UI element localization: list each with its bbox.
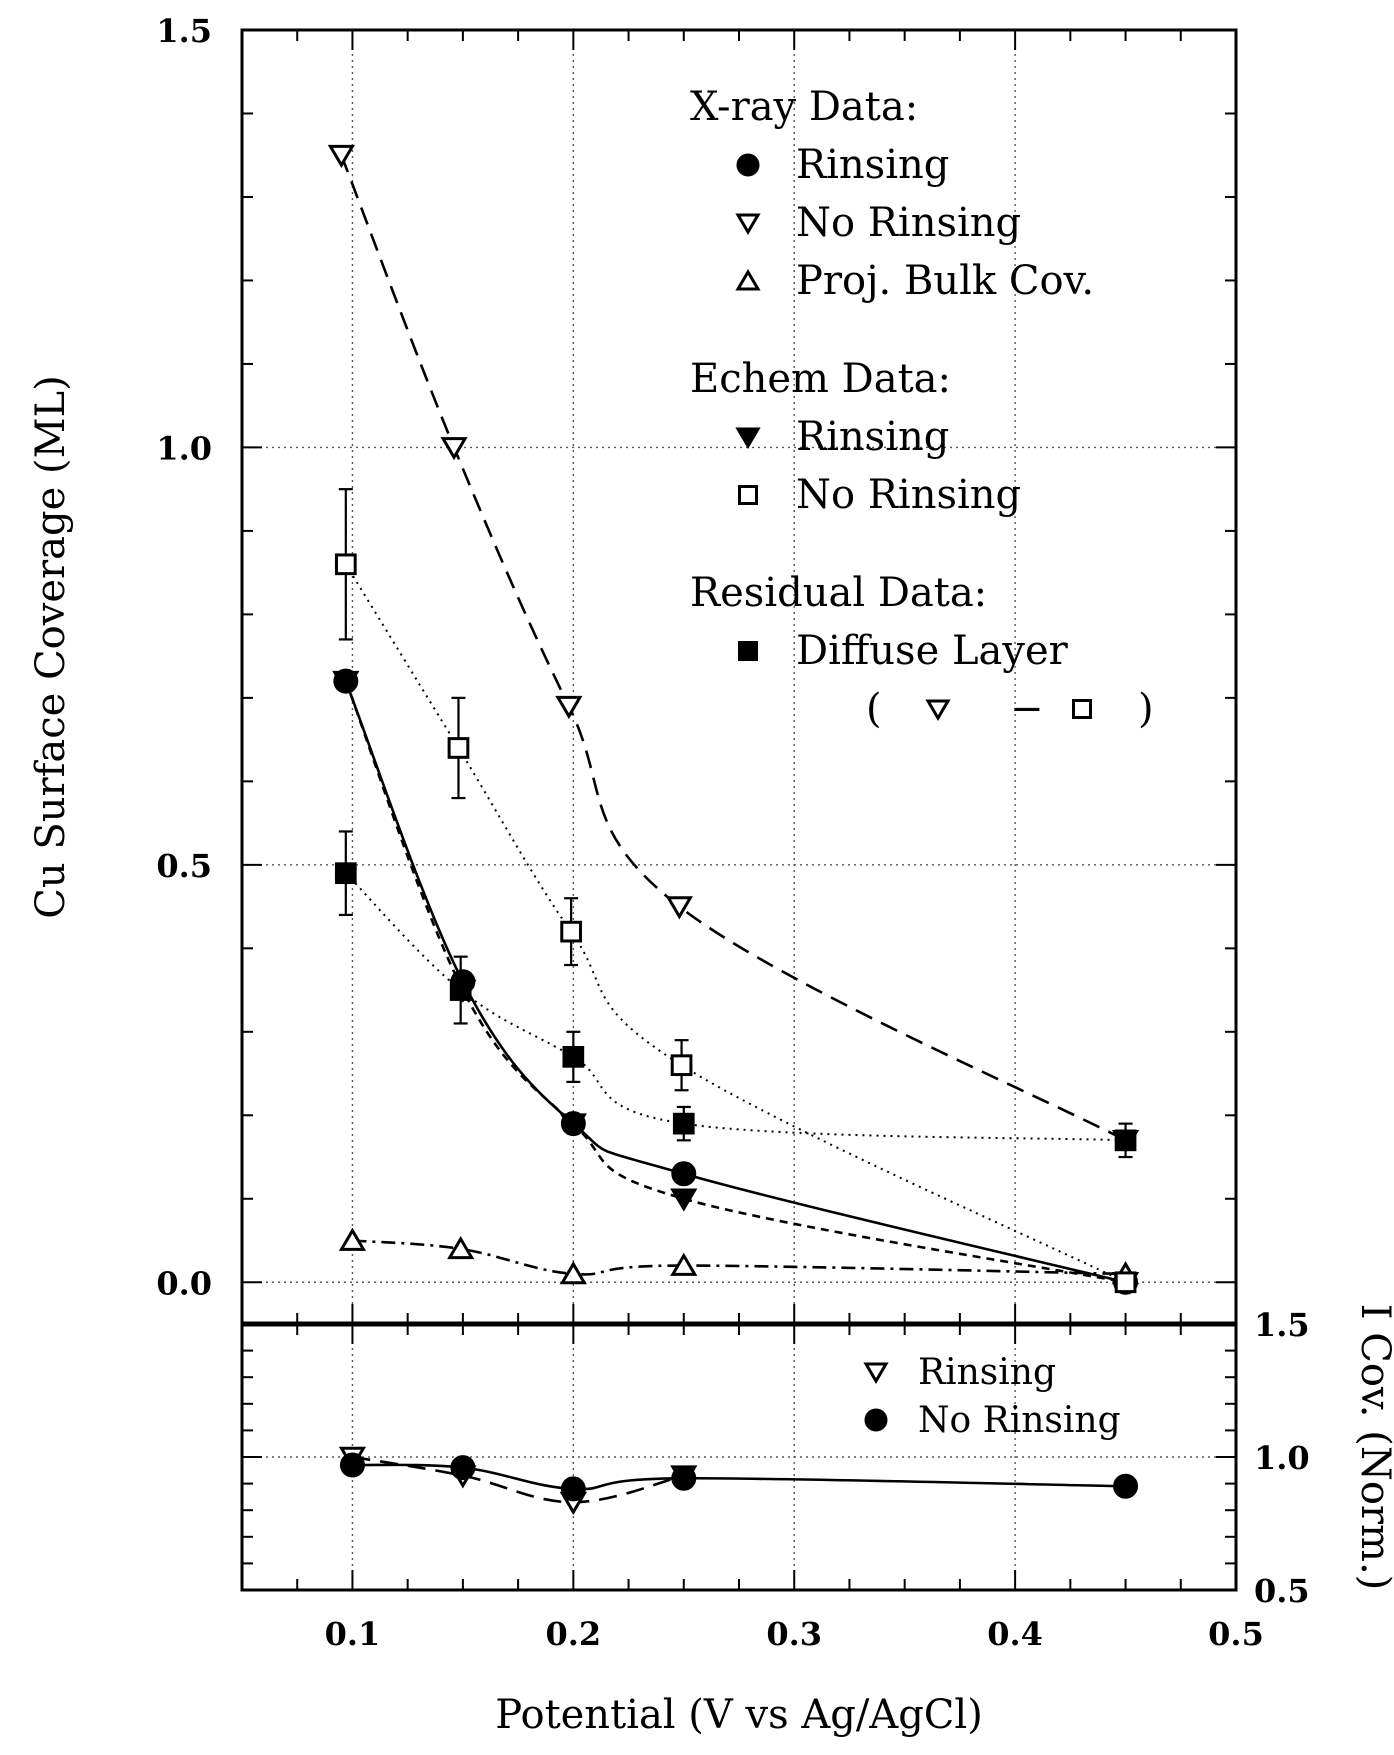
legend-marker-open-up-triangle [735, 269, 761, 291]
data-point-open-square [670, 1054, 693, 1077]
data-point-open-down-triangle [555, 695, 583, 720]
data-point-filled-down-triangle [670, 1188, 698, 1212]
data-point-open-up-triangle [447, 1236, 475, 1260]
bottom-y-tick-label: 0.5 [1254, 1572, 1310, 1610]
legend-marker-filled-circle [864, 1408, 888, 1432]
data-point-filled-circle [339, 1452, 365, 1478]
legend-marker-filled-circle [736, 153, 760, 177]
data-point-open-square [447, 737, 470, 759]
legend-label: Proj. Bulk Cov. [796, 258, 1094, 304]
axis-tick-labels: 0.0 0.5 1.0 1.5 0.5 1.0 1.5 0.1 0.2 0.3 0.4 0.5 [156, 12, 1309, 1653]
data-point-filled-circle [1113, 1473, 1139, 1499]
top-series-line-1 [340, 154, 1127, 1142]
bottom-series-markers [338, 1446, 1139, 1516]
legend-heading: Residual Data: [690, 570, 987, 616]
data-point-open-down-triangle [440, 437, 468, 461]
legend-formula-minus: − [1010, 686, 1044, 732]
top-series-line-4 [344, 563, 1126, 1284]
legend-formula-down-triangle [925, 699, 951, 721]
legend-label: Rinsing [918, 1352, 1056, 1393]
legend-marker-open-down-triangle [863, 1362, 889, 1384]
data-point-filled-square [334, 862, 357, 885]
data-point-filled-circle [671, 1161, 697, 1187]
x-tick-label: 0.5 [1208, 1615, 1264, 1653]
top-series-line-5 [345, 872, 1126, 1142]
legend-label: Diffuse Layer [796, 628, 1069, 674]
top-plot-frame [240, 28, 1238, 1326]
axis-ticks [241, 29, 1237, 1591]
data-point-filled-circle [671, 1465, 697, 1491]
legends: X-ray Data: Rinsing No Rinsing Proj. Bulk C… [690, 84, 1154, 1441]
legend-marker-open-down-triangle [735, 213, 761, 235]
bottom-series-line-0 [352, 1455, 685, 1504]
legend-label: No Rinsing [796, 200, 1021, 246]
data-point-filled-down-triangle [332, 670, 360, 695]
legend-label: Rinsing [796, 142, 949, 188]
legend-label: No Rinsing [796, 472, 1021, 518]
data-point-open-square [560, 920, 582, 943]
top-series-line-2 [352, 1239, 1126, 1276]
data-point-filled-down-triangle [559, 1113, 587, 1137]
legend-label: Rinsing [796, 414, 949, 460]
data-point-filled-square [449, 979, 472, 1001]
x-tick-label: 0.4 [987, 1615, 1043, 1653]
legend-marker-filled-down-triangle [735, 427, 761, 449]
legend-label: No Rinsing [918, 1400, 1121, 1441]
axis-titles: Cu Surface Coverage (ML) I Cov. (Norm.) Po… [28, 375, 1394, 1738]
data-point-open-down-triangle [665, 896, 693, 920]
bottom-plot-frame [240, 1322, 1238, 1592]
data-point-filled-square [1114, 1129, 1137, 1152]
top-y-tick-label: 1.5 [156, 12, 212, 50]
legend-formula-open-paren: ( [866, 686, 882, 732]
bottom-y-tick-label: 1.0 [1254, 1439, 1310, 1477]
bottom-grid [242, 1323, 1237, 1591]
data-point-filled-circle [560, 1476, 586, 1502]
data-point-open-up-triangle [670, 1252, 698, 1276]
data-point-open-down-triangle [327, 144, 356, 169]
data-point-open-square [1114, 1271, 1137, 1294]
data-point-filled-square [672, 1112, 695, 1135]
top-series-markers [327, 144, 1140, 1296]
data-point-open-up-triangle [338, 1227, 367, 1251]
legend-marker-filled-square [738, 641, 758, 661]
top-y-tick-label: 0.0 [156, 1264, 212, 1302]
top-y-tick-label: 1.0 [156, 429, 212, 467]
data-point-open-square [334, 553, 357, 576]
x-tick-label: 0.1 [325, 1615, 381, 1653]
legend-marker-open-square [738, 485, 758, 505]
data-point-open-up-triangle [559, 1261, 587, 1285]
legend-formula-close-paren: ) [1138, 686, 1154, 732]
bottom-y-tick-label: 1.5 [1254, 1306, 1310, 1344]
legend-heading: X-ray Data: [690, 84, 918, 130]
data-point-filled-square [562, 1046, 585, 1068]
top-y-axis-title: Cu Surface Coverage (ML) [28, 375, 74, 918]
top-y-tick-label: 0.5 [156, 847, 212, 885]
top-grid [242, 29, 1237, 1324]
x-tick-label: 0.2 [545, 1615, 601, 1653]
legend-heading: Echem Data: [690, 356, 951, 402]
x-axis-title: Potential (V vs Ag/AgCl) [495, 1692, 983, 1738]
x-tick-label: 0.3 [766, 1615, 822, 1653]
legend-formula-square [1072, 699, 1092, 719]
data-point-filled-circle [450, 1455, 476, 1481]
bottom-y-axis-title: I Cov. (Norm.) [1352, 1304, 1394, 1591]
